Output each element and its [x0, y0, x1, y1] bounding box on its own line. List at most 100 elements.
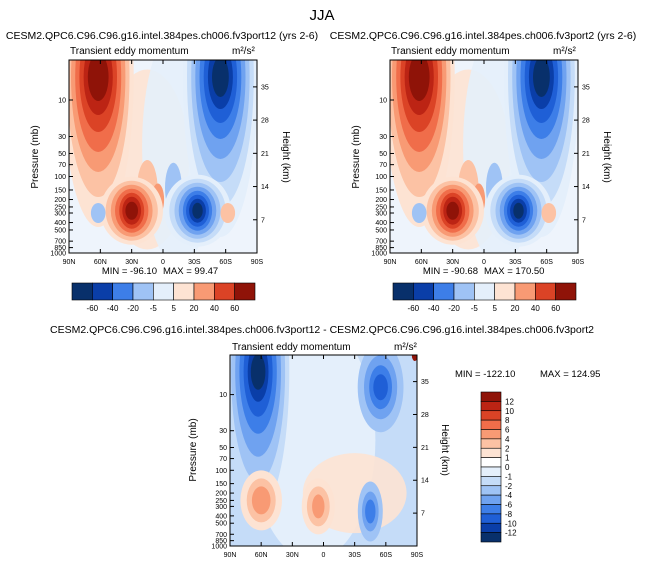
panel-3: CESM2.QPC6.C96.C96.g16.intel.384pes.ch00… [50, 324, 600, 559]
pos-contour-upper-6 [87, 60, 109, 101]
y-right-tick-label: 14 [421, 478, 429, 485]
pos-contour-eq-2 [312, 494, 325, 519]
colorbar-label: 20 [511, 304, 520, 313]
colorbar-label: 40 [210, 304, 219, 313]
panel-3-ylabel-right: Height (km) [439, 424, 450, 476]
y-tick-label: 850 [375, 245, 387, 252]
colorbar-cell [480, 485, 502, 496]
neg-contour-upper-7 [533, 60, 550, 97]
pos-contour-lower-6 [446, 201, 460, 220]
colorbar-cell [214, 282, 235, 301]
colorbar-cell [173, 282, 195, 301]
colorbar-label: -8 [505, 510, 513, 519]
panel-2-units-text: m²/s² [553, 46, 576, 57]
neg-contour-upper-7 [212, 60, 229, 97]
y-tick-label: 200 [375, 197, 387, 204]
panel-1-colorbar: -60 -40 -20 -5 5 20 40 60 [71, 282, 256, 313]
panel-2: CESM2.QPC6.C96.C96.g16.intel.384pes.ch00… [330, 30, 636, 313]
y-tick-label: 10 [58, 98, 66, 105]
y-tick-label: 70 [219, 456, 227, 463]
panel-3-subtitle: Transient eddy momentum [232, 342, 351, 353]
x-tick-label: 30S [188, 259, 201, 266]
x-tick-label: 0 [482, 259, 486, 266]
colorbar-cell [392, 282, 414, 301]
colorbar-cell [234, 282, 256, 301]
panel-2-colorbar: -60 -40 -20 -5 5 20 40 60 [392, 282, 577, 313]
pos-contour-lower-2 [251, 486, 271, 515]
y-tick-label: 250 [54, 204, 66, 211]
x-tick-label: 90N [384, 259, 397, 266]
colorbar-cell [535, 282, 556, 301]
x-tick-label: 30N [446, 259, 459, 266]
x-tick-label: 60N [415, 259, 428, 266]
panel-2-plot: 90N 60N 30N 0 30S 60S 90S103050701001502002503… [371, 59, 590, 266]
y-right-tick-label: 21 [582, 151, 590, 158]
y-tick-label: 70 [58, 162, 66, 169]
neg-contour-lower-7 [192, 202, 203, 219]
colorbar-label: 8 [505, 416, 510, 425]
colorbar-cell [480, 391, 502, 402]
x-tick-label: 0 [322, 552, 326, 559]
colorbar-cell [494, 282, 516, 301]
colorbar-label: -10 [505, 519, 517, 528]
y-tick-label: 30 [219, 428, 227, 435]
y-right-tick-label: 35 [421, 379, 429, 386]
colorbar-cell [413, 282, 434, 301]
colorbar-label: 12 [505, 397, 514, 406]
x-tick-label: 30S [348, 552, 361, 559]
colorbar-label: -40 [107, 304, 119, 313]
y-tick-label: 300 [54, 210, 66, 217]
x-tick-label: 90S [411, 552, 424, 559]
colorbar-label: -5 [150, 304, 158, 313]
pos-edge-max [411, 355, 417, 361]
x-tick-label: 90N [63, 259, 76, 266]
colorbar-label: 40 [531, 304, 540, 313]
colorbar-label: 20 [190, 304, 199, 313]
panel-2-ylabel: Pressure (mb) [351, 125, 362, 188]
colorbar-cell [112, 282, 134, 301]
colorbar-cell [480, 532, 502, 543]
panel-2-title: CESM2.QPC6.C96.C96.g16.intel.384pes.ch00… [330, 30, 636, 42]
colorbar-label: -60 [408, 304, 420, 313]
y-tick-label: 1000 [371, 251, 387, 258]
y-tick-label: 850 [54, 245, 66, 252]
colorbar-label: 60 [551, 304, 560, 313]
neg-spot-north [411, 203, 427, 223]
colorbar-cell [480, 522, 502, 533]
colorbar-label: 5 [492, 304, 497, 313]
y-tick-label: 700 [54, 239, 66, 246]
colorbar-label: 2 [505, 444, 510, 453]
x-tick-label: 30N [125, 259, 138, 266]
panel-1-ylabel-right: Height (km) [280, 131, 291, 183]
y-right-tick-label: 21 [261, 151, 269, 158]
y-tick-label: 500 [215, 521, 227, 528]
pos-contour-upper-6 [408, 60, 430, 101]
neg-contour-lower-7 [513, 202, 524, 219]
y-tick-label: 1000 [50, 251, 66, 258]
colorbar-cell [92, 282, 113, 301]
panel-1-units: m²/s² [232, 46, 255, 57]
y-tick-label: 700 [215, 532, 227, 539]
y-tick-label: 10 [219, 392, 227, 399]
x-tick-label: 60S [380, 552, 393, 559]
y-tick-label: 1000 [211, 544, 227, 551]
y-tick-label: 250 [375, 204, 387, 211]
y-tick-label: 850 [215, 538, 227, 545]
y-right-tick-label: 14 [261, 184, 269, 191]
colorbar-cell [453, 282, 475, 301]
colorbar-label: -1 [505, 472, 513, 481]
y-tick-label: 50 [379, 151, 387, 158]
y-right-tick-label: 7 [421, 511, 425, 518]
y-tick-label: 100 [54, 174, 66, 181]
y-tick-label: 10 [379, 98, 387, 105]
y-tick-label: 200 [54, 197, 66, 204]
neg-contour-lower-2 [365, 499, 376, 524]
x-tick-label: 30N [286, 552, 299, 559]
y-tick-label: 50 [58, 151, 66, 158]
y-tick-label: 250 [215, 498, 227, 505]
colorbar-label: -12 [505, 529, 517, 538]
colorbar-cell [555, 282, 577, 301]
colorbar-label: -5 [471, 304, 479, 313]
colorbar-cell [480, 401, 502, 412]
colorbar-cell [480, 438, 502, 449]
